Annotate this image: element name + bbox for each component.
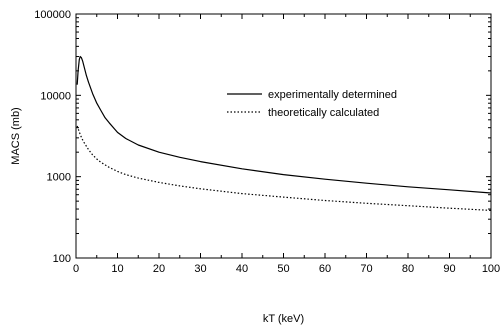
x-tick-label: 20: [153, 263, 165, 275]
x-tick-label: 10: [111, 263, 123, 275]
legend: experimentally determined theoretically c…: [227, 89, 397, 119]
series-line-experimental: [76, 55, 492, 194]
x-tick-label: 100: [482, 263, 500, 275]
x-axis-title: kT (keV): [263, 313, 304, 325]
series-layer: [76, 55, 492, 211]
series-line-theoretical: [76, 125, 492, 211]
y-tick-label: 1000: [47, 172, 71, 184]
y-axis-title: MACS (mb): [10, 107, 22, 164]
x-tick-label: 40: [236, 263, 248, 275]
x-tick-label: 70: [360, 263, 372, 275]
y-tick-label: 10000: [40, 90, 71, 102]
x-tick-label: 60: [319, 263, 331, 275]
ticks: 0 10 20 30 40 50 60 70 80 90 100 100 1000 10000 100000: [34, 9, 500, 275]
x-tick-label: 90: [443, 263, 455, 275]
legend-label: theoretically calculated: [268, 107, 379, 119]
x-tick-label: 30: [194, 263, 206, 275]
x-tick-label: 80: [402, 263, 414, 275]
y-tick-label: 100: [53, 253, 71, 265]
legend-label: experimentally determined: [268, 89, 397, 101]
x-tick-label: 0: [73, 263, 79, 275]
plot-frame: [75, 13, 492, 259]
x-tick-label: 50: [277, 263, 289, 275]
y-tick-label: 100000: [34, 9, 71, 21]
